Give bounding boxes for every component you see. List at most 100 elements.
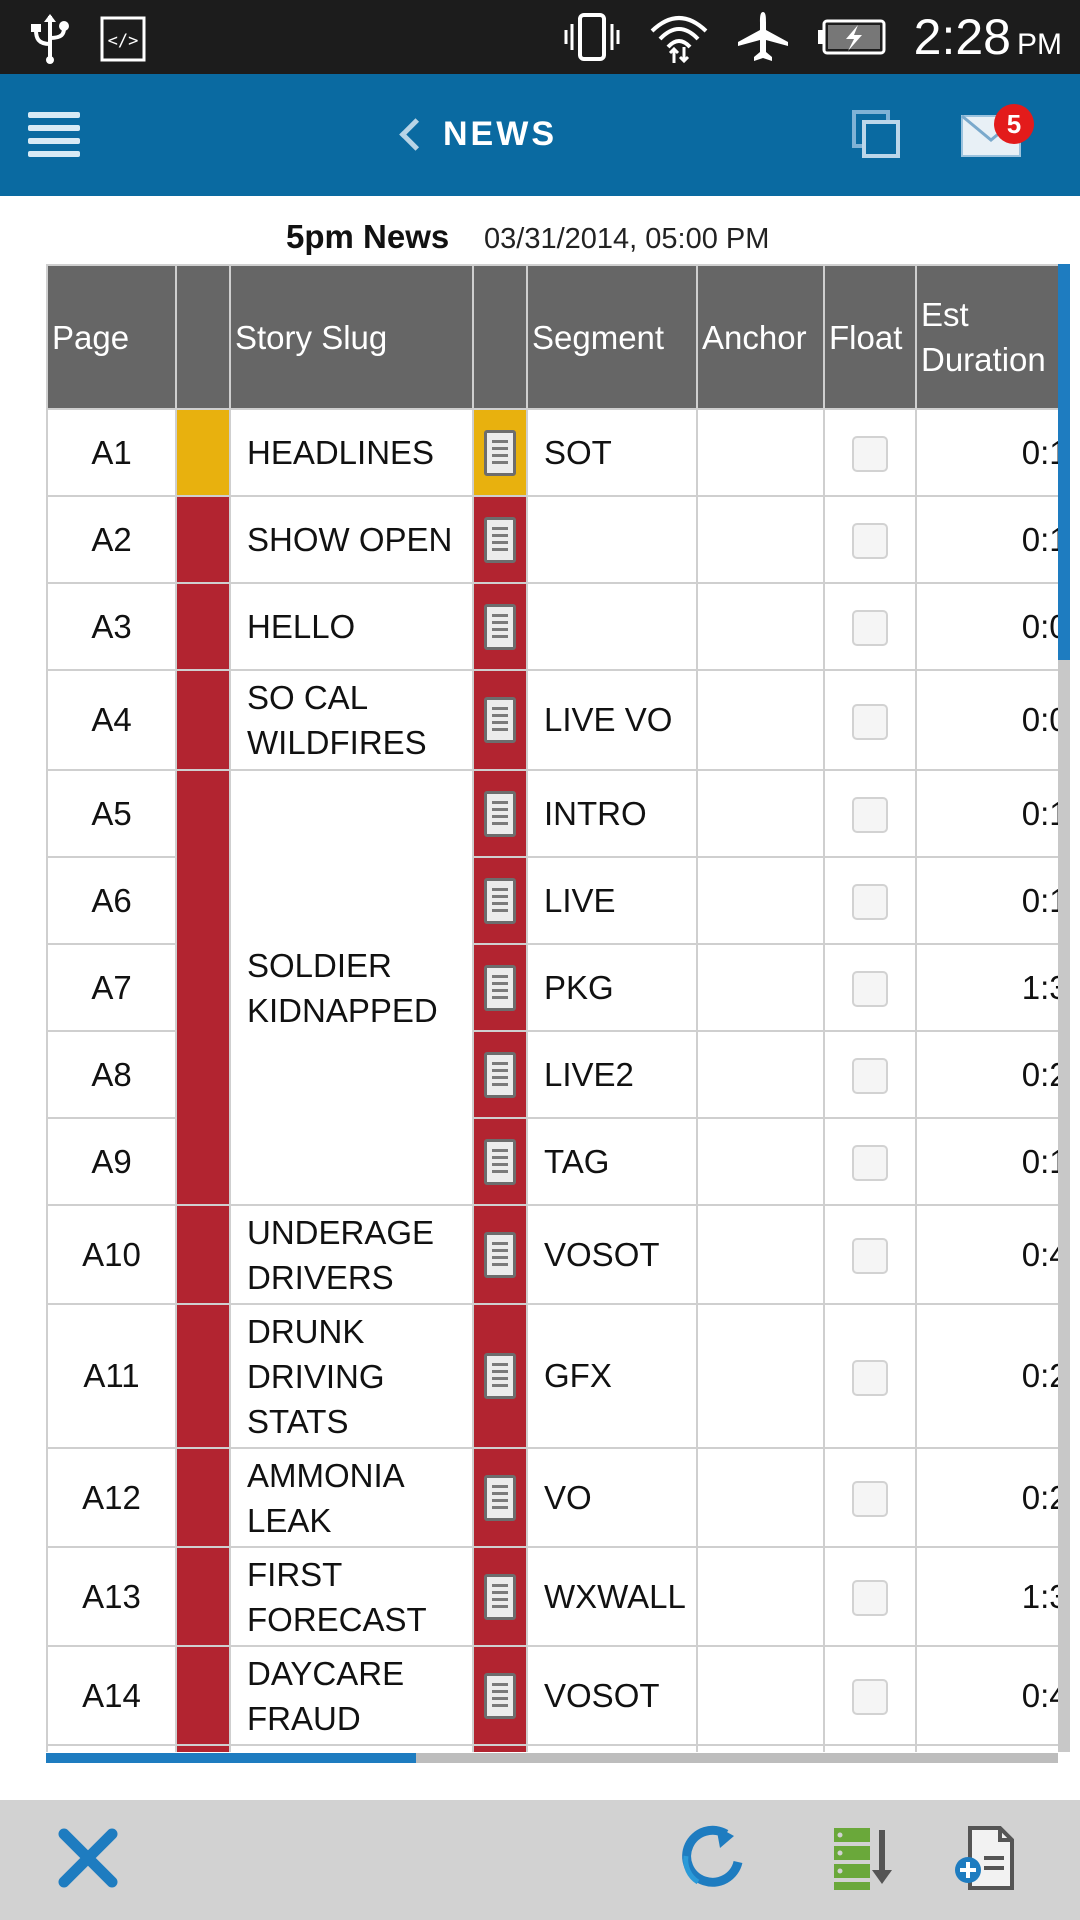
slug-cell[interactable]: SHOW OPEN: [229, 495, 474, 584]
float-checkbox[interactable]: [852, 1481, 888, 1518]
table-row[interactable]: A1 HEADLINES SOT 0:15: [46, 408, 1058, 497]
column-header-anchor[interactable]: Anchor: [696, 264, 825, 410]
float-checkbox[interactable]: [852, 1580, 888, 1617]
battery-charging-icon: [817, 19, 886, 55]
float-checkbox[interactable]: [852, 1145, 888, 1182]
slug-cell[interactable]: SOLDIER KIDNAPPED: [229, 769, 474, 1206]
script-document-icon[interactable]: [484, 697, 516, 743]
float-checkbox[interactable]: [852, 1679, 888, 1716]
script-document-icon[interactable]: [484, 964, 516, 1011]
page-cell: A13: [46, 1546, 177, 1647]
script-document-icon[interactable]: [484, 1231, 516, 1278]
table-row[interactable]: A8 LIVE2 0:20: [46, 1030, 1058, 1119]
column-header-status: [175, 264, 231, 410]
float-checkbox[interactable]: [852, 884, 888, 921]
refresh-icon[interactable]: [676, 1822, 748, 1894]
float-checkbox[interactable]: [852, 1238, 888, 1275]
script-document-icon[interactable]: [484, 1672, 516, 1719]
script-cell[interactable]: [472, 1303, 528, 1449]
column-header-slug[interactable]: Story Slug: [229, 264, 474, 410]
status-cell: [175, 582, 231, 671]
column-header-segment[interactable]: Segment: [526, 264, 698, 410]
script-document-icon[interactable]: [484, 1474, 516, 1521]
float-checkbox[interactable]: [852, 797, 888, 834]
slug-cell[interactable]: HELLO: [229, 582, 474, 671]
menu-icon[interactable]: [28, 112, 80, 158]
slug-cell[interactable]: HEADLINES: [229, 408, 474, 497]
float-checkbox[interactable]: [852, 1058, 888, 1095]
horizontal-scrollbar-track[interactable]: [46, 1753, 1058, 1763]
float-checkbox[interactable]: [852, 971, 888, 1008]
slug-cell[interactable]: [229, 1744, 474, 1752]
script-document-icon[interactable]: [484, 603, 516, 650]
add-document-icon[interactable]: [950, 1822, 1022, 1894]
script-document-icon[interactable]: [484, 1573, 516, 1620]
vertical-scrollbar-thumb[interactable]: [1058, 264, 1070, 660]
script-cell[interactable]: [472, 1204, 528, 1305]
segment-cell: VOSOT: [526, 1645, 698, 1746]
segment-cell: LIVE2: [526, 1030, 698, 1119]
float-checkbox[interactable]: [852, 610, 888, 647]
horizontal-scrollbar-thumb[interactable]: [46, 1753, 416, 1763]
back-title-button[interactable]: NEWS: [399, 104, 557, 164]
slug-cell[interactable]: FIRST FORECAST: [229, 1546, 474, 1647]
float-checkbox[interactable]: [852, 523, 888, 560]
slug-cell[interactable]: UNDERAGE DRIVERS: [229, 1204, 474, 1305]
float-checkbox[interactable]: [852, 436, 888, 473]
slug-cell[interactable]: SO CAL WILDFIRES: [229, 669, 474, 771]
rundown-table-container[interactable]: Page Story Slug Segment Anchor Float Est…: [46, 264, 1058, 1752]
script-cell[interactable]: [472, 1117, 528, 1206]
script-cell[interactable]: [472, 408, 528, 497]
float-checkbox[interactable]: [852, 703, 888, 740]
script-cell[interactable]: [472, 943, 528, 1032]
table-row[interactable]: A2 SHOW OPEN 0:10: [46, 495, 1058, 584]
column-header-page[interactable]: Page: [46, 264, 177, 410]
script-document-icon[interactable]: [484, 1138, 516, 1185]
script-document-icon[interactable]: [484, 877, 516, 924]
float-cell: [823, 769, 917, 858]
anchor-cell: [696, 408, 825, 497]
script-cell[interactable]: [472, 669, 528, 771]
page-cell: A7: [46, 943, 177, 1032]
script-cell[interactable]: [472, 856, 528, 945]
float-cell: [823, 856, 917, 945]
copy-icon[interactable]: [852, 110, 902, 160]
script-cell[interactable]: [472, 769, 528, 858]
script-document-icon[interactable]: [484, 516, 516, 563]
script-cell[interactable]: [472, 1447, 528, 1548]
column-header-duration[interactable]: Est Duration: [915, 264, 1058, 410]
segment-cell: WXWALL: [526, 1546, 698, 1647]
script-cell[interactable]: [472, 582, 528, 671]
script-document-icon[interactable]: [484, 429, 516, 476]
table-row[interactable]: A9 TAG 0:15: [46, 1117, 1058, 1206]
table-row[interactable]: A7 PKG 1:30: [46, 943, 1058, 1032]
table-row[interactable]: A3 HELLO 0:05: [46, 582, 1058, 671]
column-header-float[interactable]: Float: [823, 264, 917, 410]
script-cell[interactable]: [472, 1030, 528, 1119]
script-cell[interactable]: [472, 1645, 528, 1746]
airplane-icon: [737, 12, 788, 61]
anchor-cell: [696, 495, 825, 584]
slug-cell[interactable]: DRUNK DRIVING STATS: [229, 1303, 474, 1449]
script-cell[interactable]: [472, 1546, 528, 1647]
script-document-icon[interactable]: [484, 790, 516, 837]
close-icon[interactable]: [52, 1822, 124, 1894]
slug-cell[interactable]: AMMONIA LEAK: [229, 1447, 474, 1548]
float-checkbox[interactable]: [852, 1359, 888, 1396]
slug-cell[interactable]: DAYCARE FRAUD: [229, 1645, 474, 1746]
table-row[interactable]: [46, 1744, 1058, 1752]
script-document-icon[interactable]: [484, 1051, 516, 1098]
export-server-icon[interactable]: [828, 1822, 900, 1894]
script-document-icon[interactable]: [484, 1353, 516, 1399]
float-cell: [823, 1546, 917, 1647]
table-row[interactable]: A6 LIVE 0:10: [46, 856, 1058, 945]
script-cell[interactable]: [472, 495, 528, 584]
script-cell[interactable]: [472, 1744, 528, 1752]
